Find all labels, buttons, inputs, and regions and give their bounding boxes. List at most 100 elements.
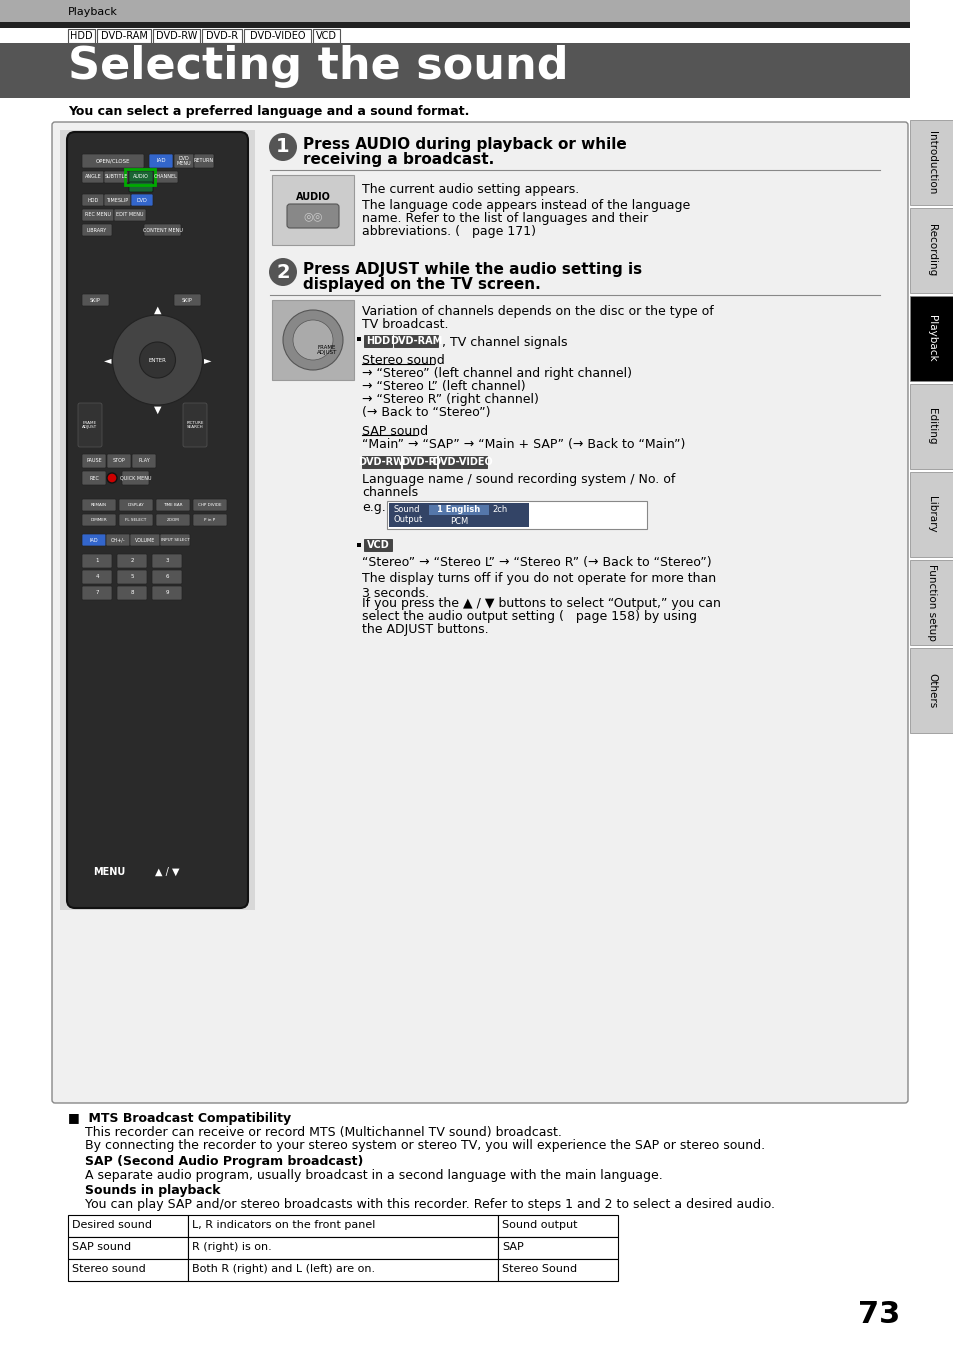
Circle shape xyxy=(107,473,117,483)
FancyBboxPatch shape xyxy=(119,499,152,511)
Text: HDD: HDD xyxy=(366,336,390,346)
Bar xyxy=(272,175,354,245)
FancyBboxPatch shape xyxy=(117,570,147,584)
Text: ▲ / ▼: ▲ / ▼ xyxy=(155,867,179,878)
Text: DIMMER: DIMMER xyxy=(91,518,108,522)
Text: P in P: P in P xyxy=(204,518,215,522)
FancyBboxPatch shape xyxy=(82,470,106,485)
Text: CHP DIVIDE: CHP DIVIDE xyxy=(198,503,222,507)
Text: IAD: IAD xyxy=(90,538,98,542)
Circle shape xyxy=(139,342,175,377)
Text: DVD-RAM: DVD-RAM xyxy=(101,31,148,40)
Text: DVD: DVD xyxy=(136,198,147,202)
Text: PAUSE: PAUSE xyxy=(86,458,102,464)
Text: , TV channel signals: , TV channel signals xyxy=(441,336,567,349)
Text: select the audio output setting (   page 158) by using: select the audio output setting ( page 1… xyxy=(361,611,697,623)
Text: PLAY: PLAY xyxy=(138,458,150,464)
Text: Playback: Playback xyxy=(926,315,936,361)
FancyBboxPatch shape xyxy=(144,224,181,236)
FancyBboxPatch shape xyxy=(82,554,112,568)
Bar xyxy=(68,1237,188,1259)
Text: DISPLAY: DISPLAY xyxy=(128,503,144,507)
Text: By connecting the recorder to your stereo system or stereo TV, you will experien: By connecting the recorder to your stere… xyxy=(85,1139,764,1153)
Text: Press AUDIO during playback or while: Press AUDIO during playback or while xyxy=(303,137,626,152)
Bar xyxy=(68,30,95,43)
Text: SAP (Second Audio Program broadcast): SAP (Second Audio Program broadcast) xyxy=(85,1155,363,1167)
FancyBboxPatch shape xyxy=(82,454,106,468)
FancyBboxPatch shape xyxy=(119,514,152,526)
Text: SUBTITLE: SUBTITLE xyxy=(104,174,128,179)
Text: e.g.: e.g. xyxy=(361,501,385,514)
Bar xyxy=(497,1215,618,1237)
Text: EDIT MENU: EDIT MENU xyxy=(116,213,144,217)
FancyBboxPatch shape xyxy=(152,586,182,600)
Text: → “Stereo R” (right channel): → “Stereo R” (right channel) xyxy=(361,394,538,406)
Text: SAP: SAP xyxy=(501,1242,523,1252)
Text: You can play SAP and/or stereo broadcasts with this recorder. Refer to steps 1 a: You can play SAP and/or stereo broadcast… xyxy=(85,1198,774,1211)
FancyBboxPatch shape xyxy=(117,586,147,600)
Text: Stereo sound: Stereo sound xyxy=(71,1264,146,1274)
FancyBboxPatch shape xyxy=(82,224,112,236)
Bar xyxy=(909,472,953,557)
Bar xyxy=(429,506,489,515)
Bar xyxy=(356,543,360,547)
Bar xyxy=(909,208,953,293)
FancyBboxPatch shape xyxy=(183,403,207,448)
Text: If you press the ▲ / ▼ buttons to select “Output,” you can: If you press the ▲ / ▼ buttons to select… xyxy=(361,597,720,611)
Text: QUICK MENU: QUICK MENU xyxy=(120,476,152,480)
FancyBboxPatch shape xyxy=(122,470,149,485)
Text: abbreviations. (   page 171): abbreviations. ( page 171) xyxy=(361,225,536,239)
Bar xyxy=(497,1237,618,1259)
Text: ANGLE: ANGLE xyxy=(85,174,101,179)
Text: IAD: IAD xyxy=(156,159,166,163)
Text: VCD: VCD xyxy=(366,541,389,550)
Text: ZOOM: ZOOM xyxy=(167,518,179,522)
FancyBboxPatch shape xyxy=(82,194,104,206)
Bar xyxy=(188,1259,497,1281)
FancyBboxPatch shape xyxy=(152,554,182,568)
Text: SKIP: SKIP xyxy=(182,298,193,302)
Text: TIME BAR: TIME BAR xyxy=(163,503,183,507)
Text: DVD-RW: DVD-RW xyxy=(155,31,197,40)
Text: “Main” → “SAP” → “Main + SAP” (→ Back to “Main”): “Main” → “SAP” → “Main + SAP” (→ Back to… xyxy=(361,438,684,452)
Text: DVD-RW: DVD-RW xyxy=(357,457,403,466)
Text: Sound output: Sound output xyxy=(501,1220,577,1229)
Circle shape xyxy=(293,319,333,360)
Bar xyxy=(364,336,392,346)
FancyBboxPatch shape xyxy=(104,171,128,183)
FancyBboxPatch shape xyxy=(153,171,178,183)
Text: REC: REC xyxy=(89,476,99,480)
Text: VOLUME: VOLUME xyxy=(134,538,155,542)
Text: 5: 5 xyxy=(131,574,133,580)
FancyBboxPatch shape xyxy=(82,171,104,183)
Bar xyxy=(202,30,242,43)
Text: Function setup: Function setup xyxy=(926,563,936,640)
FancyBboxPatch shape xyxy=(156,499,190,511)
FancyBboxPatch shape xyxy=(287,204,338,228)
Bar xyxy=(188,1237,497,1259)
Text: → “Stereo” (left channel and right channel): → “Stereo” (left channel and right chann… xyxy=(361,367,631,380)
Text: 8: 8 xyxy=(131,590,133,596)
Text: Both R (right) and L (left) are on.: Both R (right) and L (left) are on. xyxy=(192,1264,375,1274)
Text: Sound: Sound xyxy=(394,506,420,515)
Bar xyxy=(313,30,340,43)
FancyBboxPatch shape xyxy=(129,171,152,183)
Text: FRAME
ADJUST: FRAME ADJUST xyxy=(82,421,97,429)
Text: SAP sound: SAP sound xyxy=(71,1242,131,1252)
Bar xyxy=(364,539,392,551)
Text: Stereo Sound: Stereo Sound xyxy=(501,1264,577,1274)
FancyBboxPatch shape xyxy=(82,294,109,306)
Text: the ADJUST buttons.: the ADJUST buttons. xyxy=(361,623,488,636)
Text: HDD: HDD xyxy=(88,198,98,202)
Bar xyxy=(68,1215,188,1237)
Text: HDD: HDD xyxy=(71,31,93,40)
FancyBboxPatch shape xyxy=(193,154,213,168)
Text: Playback: Playback xyxy=(68,7,118,18)
FancyBboxPatch shape xyxy=(193,499,227,511)
FancyBboxPatch shape xyxy=(82,514,116,526)
Text: Desired sound: Desired sound xyxy=(71,1220,152,1229)
Text: PCM: PCM xyxy=(450,516,468,526)
FancyBboxPatch shape xyxy=(130,534,160,546)
Text: DVD-VIDEO: DVD-VIDEO xyxy=(250,31,305,40)
Text: REMAIN: REMAIN xyxy=(91,503,107,507)
